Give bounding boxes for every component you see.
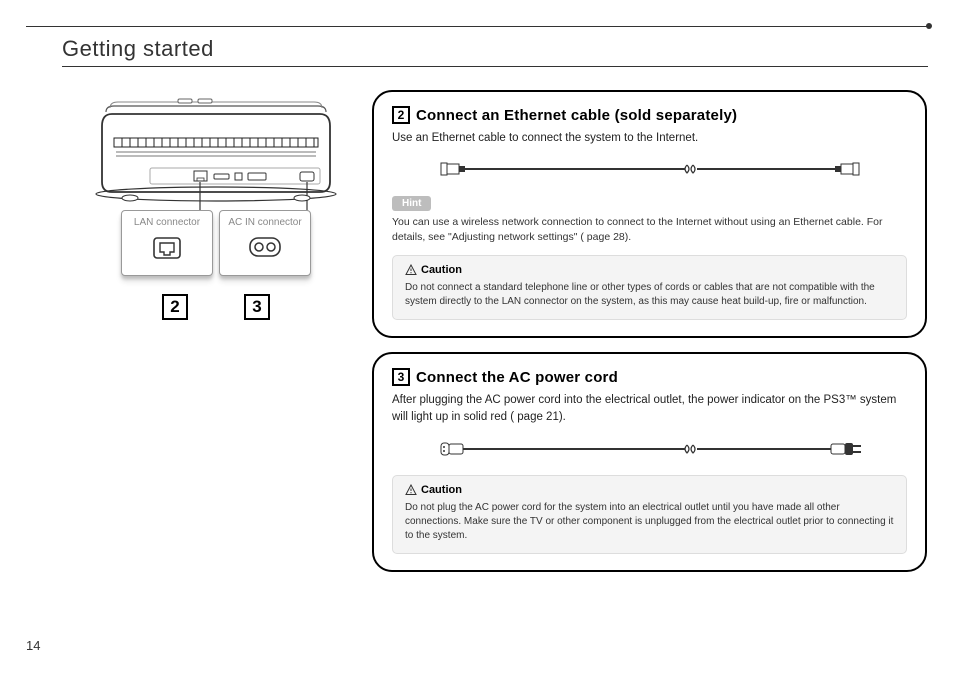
ethernet-caution-label: Caution (421, 264, 462, 276)
lan-port-icon (152, 236, 182, 260)
ac-section: 3 Connect the AC power cord After pluggi… (372, 352, 927, 572)
ac-in-port-icon (248, 236, 282, 258)
hint-badge: Hint (392, 196, 431, 211)
ac-caution-label: Caution (421, 484, 462, 496)
step-number-row: 2 3 (76, 294, 356, 320)
connector-callouts: LAN connector AC IN connector (76, 210, 356, 276)
ac-body: After plugging the AC power cord into th… (392, 392, 907, 425)
ps3-rear-diagram (82, 96, 350, 216)
page-number: 14 (26, 638, 40, 653)
ac-cable-diagram (435, 435, 865, 463)
ethernet-section: 2 Connect an Ethernet cable (sold separa… (372, 90, 927, 338)
ac-caution-text: Do not plug the AC power cord for the sy… (405, 501, 894, 543)
ethernet-caution-text: Do not connect a standard telephone line… (405, 281, 894, 309)
ethernet-caution: Caution Do not connect a standard teleph… (392, 255, 907, 320)
ethernet-title: Connect an Ethernet cable (sold separate… (416, 107, 737, 124)
ac-title: Connect the AC power cord (416, 369, 618, 386)
device-diagram-column: LAN connector AC IN connector 2 3 (76, 96, 356, 320)
ethernet-body: Use an Ethernet cable to connect the sys… (392, 130, 907, 147)
acin-callout-label: AC IN connector (226, 217, 304, 228)
ac-step-num: 3 (392, 368, 410, 386)
hint-text: You can use a wireless network connectio… (392, 215, 907, 245)
page-title: Getting started (62, 36, 214, 62)
ethernet-cable-diagram (435, 157, 865, 181)
lan-callout: LAN connector (121, 210, 213, 276)
acin-callout: AC IN connector (219, 210, 311, 276)
lan-callout-label: LAN connector (128, 217, 206, 228)
warning-icon (405, 264, 417, 276)
ethernet-step-num: 2 (392, 106, 410, 124)
step-2-box: 2 (162, 294, 188, 320)
instructions-column: 2 Connect an Ethernet cable (sold separa… (372, 90, 927, 586)
ac-caution: Caution Do not plug the AC power cord fo… (392, 475, 907, 554)
warning-icon (405, 484, 417, 496)
header-rule (62, 66, 928, 67)
step-3-box: 3 (244, 294, 270, 320)
